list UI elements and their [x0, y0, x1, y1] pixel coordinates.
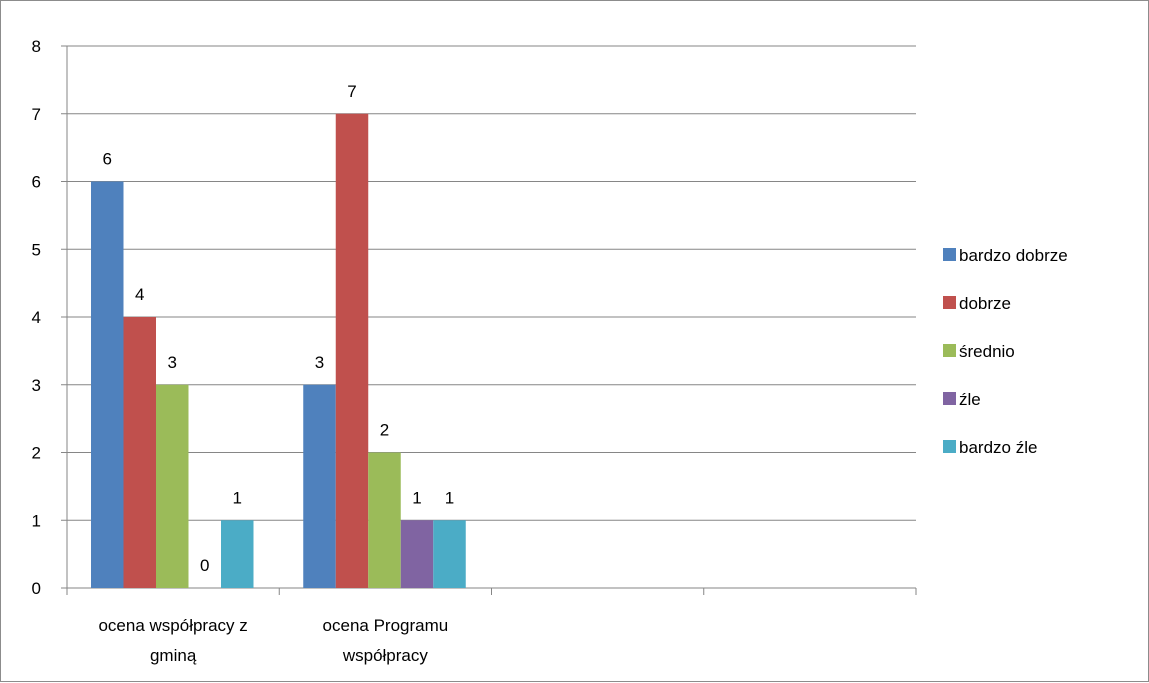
x-category-label: ocena współpracy z	[98, 616, 247, 635]
y-tick-label: 7	[32, 105, 41, 124]
legend-label: dobrze	[959, 294, 1011, 313]
legend-label: źle	[959, 390, 981, 409]
y-tick-label: 1	[32, 511, 41, 530]
y-tick-label: 4	[32, 308, 41, 327]
y-tick-label: 6	[32, 173, 41, 192]
legend-label: bardzo dobrze	[959, 246, 1068, 265]
bars	[91, 113, 466, 588]
data-label: 0	[200, 556, 209, 575]
data-label: 6	[103, 150, 112, 169]
x-category-label: ocena Programu	[323, 616, 449, 635]
data-labels: 6 3 4 7 3 2 0 1 1 1	[103, 82, 455, 575]
bar	[400, 520, 434, 588]
bar	[123, 317, 156, 588]
axes: 0 1 2 3 4 5 6 7 8 ocena współpracy z gminą ocena Pr…	[32, 37, 917, 665]
y-tick-label: 0	[32, 579, 41, 598]
data-label: 1	[445, 488, 454, 507]
data-label: 3	[168, 353, 177, 372]
data-label: 3	[315, 353, 324, 372]
legend-swatch	[943, 344, 956, 357]
data-label: 2	[380, 421, 389, 440]
data-label: 1	[233, 488, 242, 507]
legend-label: bardzo źle	[959, 438, 1037, 457]
data-label: 7	[347, 82, 356, 101]
bar	[156, 384, 189, 588]
data-label: 1	[412, 488, 421, 507]
legend-label: średnio	[959, 342, 1015, 361]
x-category-label: współpracy	[342, 646, 429, 665]
y-tick-label: 8	[32, 37, 41, 56]
legend-swatch	[943, 248, 956, 261]
legend-swatch	[943, 440, 956, 453]
y-tick-label: 5	[32, 240, 41, 259]
data-label: 4	[135, 285, 144, 304]
legend-swatch	[943, 296, 956, 309]
bar	[303, 384, 336, 588]
bar	[335, 113, 369, 588]
bar	[221, 520, 254, 588]
bar	[91, 181, 124, 588]
y-tick-label: 2	[32, 444, 41, 463]
bar	[433, 520, 466, 588]
legend-swatch	[943, 392, 956, 405]
legend: bardzo dobrze dobrze średnio źle bardzo źle	[943, 246, 1068, 457]
y-tick-label: 3	[32, 376, 41, 395]
bar	[368, 452, 401, 588]
gridlines	[67, 45, 916, 521]
x-category-label: gminą	[150, 646, 197, 665]
